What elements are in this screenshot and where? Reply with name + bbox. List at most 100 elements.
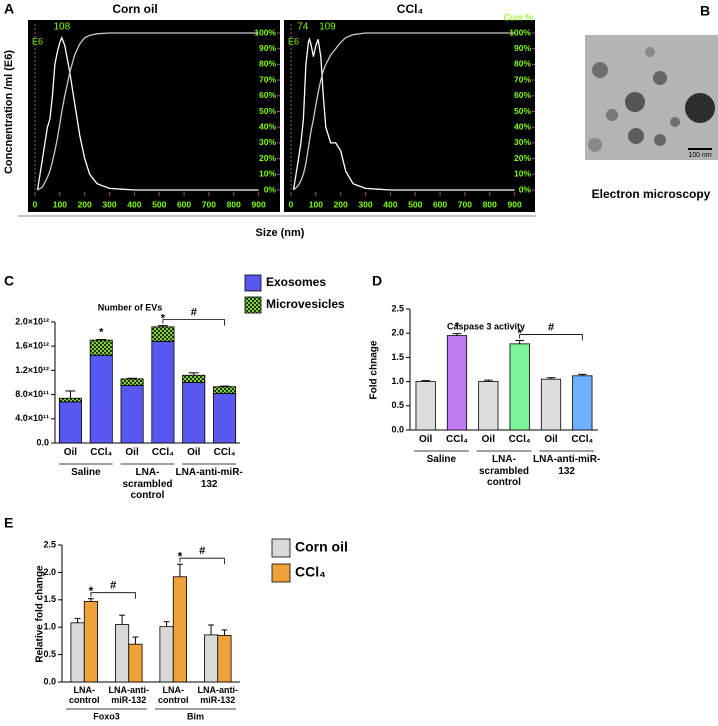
y-axis-label: Concnentration /ml (E6)	[3, 50, 15, 174]
x-tick-label: 500	[408, 199, 422, 209]
bar	[120, 385, 144, 444]
bar	[182, 374, 206, 383]
y-tick-label: 80%	[259, 59, 276, 69]
x-tick-label: 400	[127, 199, 141, 209]
y-tick-label: 0.5	[43, 649, 56, 659]
x-tick-label: 500	[152, 199, 166, 209]
bar	[120, 378, 144, 386]
y-tick-label: 70%	[259, 74, 276, 84]
peak-label: 108	[53, 22, 70, 33]
y-axis-label: Fold chnage	[369, 340, 380, 399]
bar	[213, 392, 237, 444]
y-tick-label: 40%	[514, 121, 531, 131]
x-tick-label: 600	[433, 199, 447, 209]
group-label: Saline	[426, 454, 457, 465]
bracket-label: #	[110, 580, 116, 592]
y-axis-label: Relative fold change	[35, 565, 46, 663]
y-tick-label: 0%	[519, 184, 532, 194]
group-label: LNA-scrambled control	[122, 467, 173, 501]
x-tick-label: LNA-anti-miR-132	[197, 685, 239, 706]
bar	[478, 381, 499, 431]
bar	[83, 601, 99, 683]
significance-star: *	[455, 321, 460, 333]
bar	[540, 378, 562, 431]
legend-label: CCl₄	[295, 564, 326, 580]
y-unit: E6	[32, 36, 43, 46]
data-line	[37, 32, 259, 191]
y-tick-label: 4.0×10¹¹	[15, 413, 49, 423]
x-tick-label: 300	[358, 199, 372, 209]
bar	[128, 643, 143, 683]
x-tick-label: Oil	[125, 447, 139, 458]
y-tick-label: 80%	[514, 59, 531, 69]
y-tick-label: 60%	[514, 90, 531, 100]
panel-label: D	[372, 273, 382, 289]
x-tick-label: CCl₄	[446, 434, 468, 445]
y-tick-label: 0.5	[391, 400, 404, 410]
x-tick-label: Oil	[544, 434, 558, 445]
group-label: LNA-scrambled control	[478, 454, 529, 488]
bracket	[90, 592, 136, 599]
x-tick-label: 800	[227, 199, 241, 209]
significance-star: *	[89, 584, 94, 598]
y-tick-label: 90%	[514, 43, 531, 53]
bar	[213, 386, 237, 394]
y-tick-label: 100%	[254, 27, 276, 37]
y-tick-label: 2.0	[43, 567, 56, 577]
x-tick-label: LNA-anti-miR-132	[108, 685, 150, 706]
x-tick-label: 900	[507, 199, 521, 209]
scale-bar-label: 100 nm	[688, 152, 712, 159]
x-tick-label: LNA-control	[158, 685, 189, 706]
em-caption: Electron microscopy	[592, 187, 711, 201]
chart-title: Caspase 3 activity	[447, 321, 525, 331]
panel-label: C	[4, 273, 14, 289]
bar	[89, 339, 113, 356]
bracket	[519, 334, 583, 341]
peak-label: 109	[319, 22, 336, 33]
y-tick-label: 1.0	[43, 622, 56, 632]
chart-title: CCl₄	[397, 2, 424, 16]
bracket-label: #	[191, 307, 197, 319]
x-tick-label: CCl₄	[90, 447, 113, 458]
y-tick-label: 0.0	[43, 676, 56, 686]
chart-title: Number of EVs	[98, 302, 163, 312]
y-tick-label: 10%	[514, 169, 531, 179]
y-unit: E6	[288, 36, 299, 46]
bar	[70, 622, 85, 683]
x-tick-label: 100	[53, 199, 67, 209]
x-tick-label: 900	[251, 199, 265, 209]
x-tick-label: 200	[334, 199, 348, 209]
x-tick-label: 700	[458, 199, 472, 209]
x-tick-label: LNA-control	[69, 685, 100, 706]
x-tick-label: 800	[483, 199, 497, 209]
y-tick-label: 30%	[514, 137, 531, 147]
bar	[151, 340, 175, 444]
panel-label: B	[700, 3, 710, 19]
x-tick-label: 200	[78, 199, 92, 209]
y-tick-label: 60%	[259, 90, 276, 100]
bracket-label: #	[548, 321, 554, 333]
y-tick-label: 0%	[264, 184, 277, 194]
x-tick-label: 0	[289, 199, 294, 209]
panel-label: A	[4, 1, 14, 17]
bar	[159, 626, 174, 683]
bar	[182, 382, 206, 444]
legend-swatch	[244, 296, 262, 314]
x-tick-label: CCl₄	[571, 434, 594, 445]
peak-label: 74	[297, 22, 309, 33]
y2-axis-label: Cum %	[503, 12, 533, 22]
x-tick-label: Oil	[187, 447, 201, 458]
y-tick-label: 8.0×10¹¹	[15, 389, 49, 399]
legend-swatch	[271, 538, 291, 558]
y-tick-label: 90%	[259, 43, 276, 53]
y-tick-label: 70%	[514, 74, 531, 84]
x-tick-label: Oil	[63, 447, 78, 458]
significance-star: *	[99, 326, 104, 338]
y-tick-label: 40%	[259, 121, 276, 131]
y-tick-label: 20%	[514, 153, 531, 163]
x-tick-label: 700	[202, 199, 216, 209]
x-tick-label: Oil	[481, 434, 495, 445]
y-tick-label: 1.0	[391, 376, 404, 386]
bar	[151, 326, 175, 342]
